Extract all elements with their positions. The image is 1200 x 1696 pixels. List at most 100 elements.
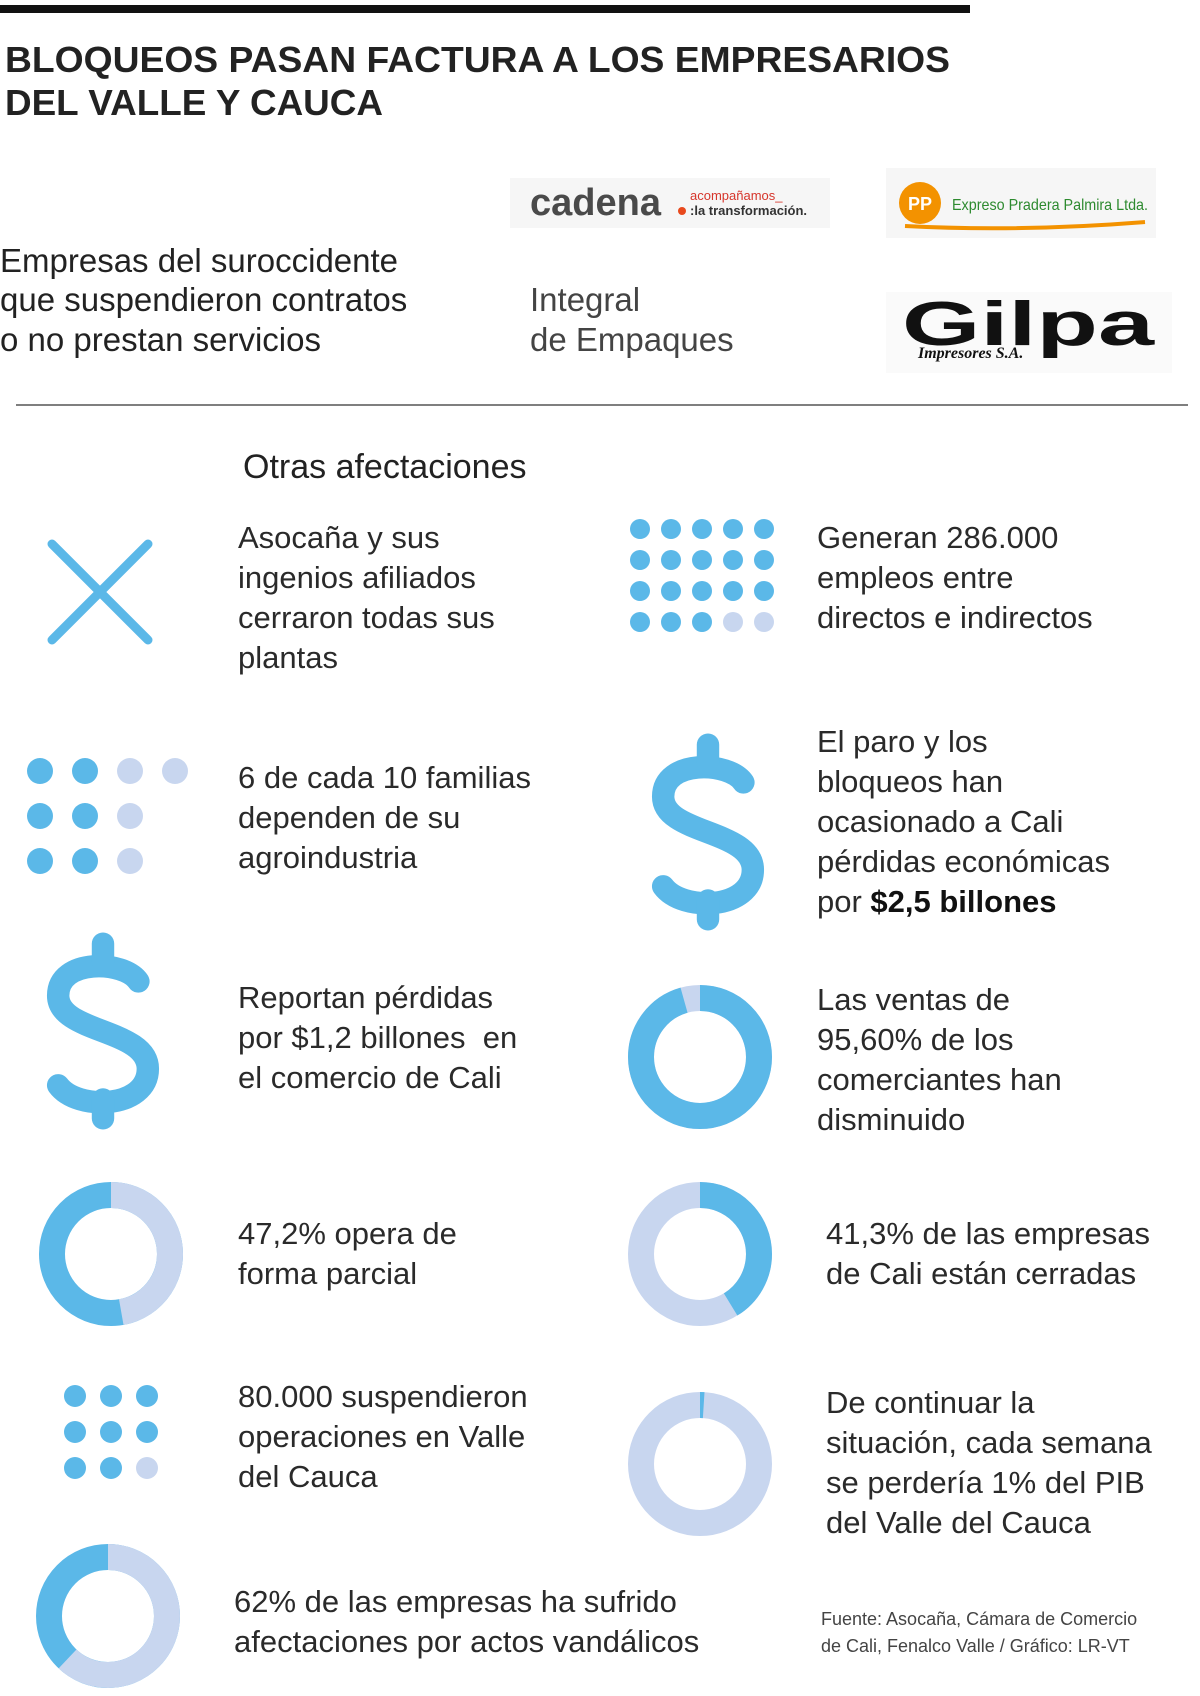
- item-text: El paro y los: [817, 724, 988, 759]
- donut-value: [628, 985, 772, 1129]
- x-icon: [47, 539, 153, 645]
- item-text: dependen de su: [238, 800, 460, 835]
- intro: Empresas del suroccidente: [0, 242, 398, 279]
- item-text: del Cauca: [238, 1459, 378, 1494]
- dot-empty: [117, 848, 143, 874]
- dot-filled: [64, 1421, 86, 1443]
- dot-filled: [692, 550, 712, 570]
- item-text: 41,3% de las empresas: [826, 1216, 1150, 1251]
- dot-filled: [692, 581, 712, 601]
- dot-filled: [723, 519, 743, 539]
- item: 62% de las empresas ha sufrido afectacion…: [36, 1544, 699, 1688]
- item-text: comerciantes han: [817, 1062, 1062, 1097]
- item: Asocaña y sus ingenios afiliados cerraron …: [47, 520, 495, 675]
- dot-filled: [27, 758, 53, 784]
- dot-filled: [661, 612, 681, 632]
- item: Reportan pérdidas por $1,2 billones en el …: [46, 932, 517, 1130]
- cadena-logo: cadena acompañamos_ :la transformación.: [510, 178, 830, 228]
- donut-value: [36, 1544, 180, 1688]
- logo-bg: [886, 292, 1172, 373]
- logo-name: cadena: [530, 182, 662, 224]
- item-text: Reportan pérdidas: [238, 980, 493, 1015]
- dot-empty: [723, 612, 743, 632]
- dollar-icon: [651, 733, 765, 931]
- item-text: del Valle del Cauca: [826, 1505, 1092, 1540]
- item-text: pérdidas económicas: [817, 844, 1110, 879]
- item: Generan 286.000 empleos entre directos e i…: [630, 519, 1093, 635]
- dot-filled: [754, 519, 774, 539]
- dot-filled: [723, 550, 743, 570]
- dot-filled: [754, 550, 774, 570]
- donut-value: [39, 1182, 183, 1326]
- dot-empty: [117, 803, 143, 829]
- gilpa-logo: Gilpa Impresores S.A.: [886, 290, 1172, 373]
- donut-value: [628, 1392, 772, 1536]
- item-text: ocasionado a Cali: [817, 804, 1063, 839]
- logo-badge: [899, 182, 941, 224]
- dot-filled: [64, 1457, 86, 1479]
- item-text: agroindustria: [238, 840, 418, 875]
- item-text: 62% de las empresas ha sufrido: [234, 1584, 677, 1619]
- intro: que suspendieron contratos: [0, 281, 407, 318]
- item-text-part: por: [817, 884, 870, 919]
- item-text: por $1,2 billones en: [238, 1020, 517, 1055]
- dot-filled: [72, 848, 98, 874]
- dot-filled: [100, 1457, 122, 1479]
- item-text: disminuido: [817, 1102, 965, 1137]
- dot-filled: [630, 612, 650, 632]
- item-text: empleos entre: [817, 560, 1013, 595]
- item-text: bloqueos han: [817, 764, 1003, 799]
- dot-empty: [754, 612, 774, 632]
- intro: o no prestan servicios: [0, 321, 321, 358]
- logo-tagline: :la transformación.: [690, 203, 807, 218]
- item-text: cerraron todas sus: [238, 600, 495, 635]
- item: 41,3% de las empresas de Cali están cerra…: [628, 1182, 1150, 1326]
- item-text: directos e indirectos: [817, 600, 1093, 635]
- item-text: plantas: [238, 640, 338, 675]
- logo-bg: [510, 178, 830, 228]
- item-text: el comercio de Cali: [238, 1060, 502, 1095]
- dot-filled: [136, 1385, 158, 1407]
- dot-filled: [630, 581, 650, 601]
- item: 6 de cada 10 familias dependen de su agroi…: [27, 758, 531, 875]
- logo-badge-text: PP: [908, 194, 932, 214]
- dot-filled: [64, 1385, 86, 1407]
- dot-empty: [162, 758, 188, 784]
- dot-filled: [72, 758, 98, 784]
- dot-filled: [100, 1385, 122, 1407]
- company-name: Integral: [530, 281, 640, 318]
- item-text: 47,2% opera de: [238, 1216, 457, 1251]
- logo-sub: Impresores S.A.: [917, 345, 1023, 362]
- item: Las ventas de 95,60% de los comerciantes h…: [628, 982, 1062, 1137]
- dot-filled: [692, 519, 712, 539]
- dot-filled: [630, 519, 650, 539]
- dot-filled: [27, 848, 53, 874]
- item: 80.000 suspendieron operaciones en Valle d…: [64, 1379, 528, 1494]
- item: El paro y los bloqueos han ocasionado a Ca…: [651, 724, 1110, 931]
- item-text: Generan 286.000: [817, 520, 1058, 555]
- item: 47,2% opera de forma parcial: [39, 1182, 457, 1326]
- dot-filled: [630, 550, 650, 570]
- item-text: 95,60% de los: [817, 1022, 1013, 1057]
- item-text: 80.000 suspendieron: [238, 1379, 528, 1414]
- dot-filled: [692, 612, 712, 632]
- logo-tagline: acompañamos_: [690, 188, 783, 203]
- section-title: Otras afectaciones: [243, 448, 526, 486]
- item-text: afectaciones por actos vandálicos: [234, 1624, 699, 1659]
- item-text: se perdería 1% del PIB: [826, 1465, 1145, 1500]
- donut-value: [628, 1182, 772, 1326]
- dot-filled: [661, 519, 681, 539]
- source: Fuente: Asocaña, Cámara de Comercio: [821, 1609, 1137, 1629]
- item-text: 6 de cada 10 familias: [238, 760, 531, 795]
- source: de Cali, Fenalco Valle / Gráfico: LR-VT: [821, 1636, 1130, 1656]
- dot-filled: [72, 803, 98, 829]
- item-text: forma parcial: [238, 1256, 417, 1291]
- top-bar: [0, 5, 970, 13]
- item-text: situación, cada semana: [826, 1425, 1152, 1460]
- donut-track: [628, 1392, 772, 1536]
- title: BLOQUEOS PASAN FACTURA A LOS EMPRESARIOS: [5, 39, 950, 80]
- dollar-icon: [46, 932, 160, 1130]
- company-name: de Empaques: [530, 321, 734, 358]
- dot-filled: [723, 581, 743, 601]
